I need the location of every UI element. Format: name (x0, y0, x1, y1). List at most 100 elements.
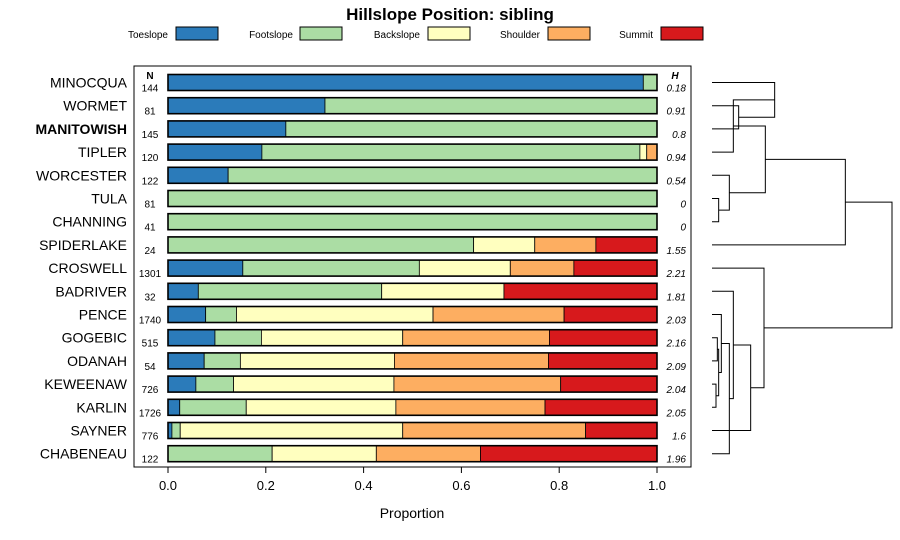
bar-segment-sayner-shoulder (402, 422, 587, 439)
bar-segment-gogebic-toeslope (167, 329, 216, 347)
legend-label-summit: Summit (619, 30, 653, 41)
dendrogram-link (712, 383, 717, 408)
category-label-badriver: BADRIVER (55, 283, 127, 299)
dendrogram (712, 82, 893, 455)
dendrogram-link (712, 82, 776, 118)
bar-segment-spiderlake-summit (595, 236, 658, 254)
bar-outline-badriver (167, 282, 658, 301)
bar-outline-wormet (167, 96, 658, 115)
dendrogram-link (712, 337, 718, 362)
h-value: 1.96 (667, 455, 687, 466)
x-tick-label: 0.4 (355, 478, 373, 493)
bar-segment-karlin-shoulder (395, 398, 546, 416)
x-tick-label: 0.2 (257, 478, 275, 493)
bar-segment-odanah-toeslope (167, 352, 205, 370)
bar-segment-sayner-summit (585, 422, 658, 439)
bar-segment-badriver-toeslope (167, 282, 199, 300)
bar-outline-keweenaw (167, 375, 658, 393)
bar-segment-worcester-toeslope (167, 166, 229, 184)
bar-segment-pence-shoulder (432, 306, 565, 323)
bar-segment-keweenaw-footslope (195, 375, 234, 393)
h-column-header: H (671, 71, 679, 82)
bar-segment-gogebic-footslope (214, 329, 262, 347)
bar-segment-chabeneau-shoulder (375, 445, 481, 463)
legend-swatch-footslope (299, 26, 343, 41)
category-label-tipler: TIPLER (78, 144, 127, 160)
legend-label-toeslope: Toeslope (128, 30, 168, 41)
h-value: 0.54 (667, 176, 687, 187)
bar-outline-spiderlake (167, 236, 658, 254)
n-value: 726 (142, 385, 159, 396)
n-value: 32 (144, 292, 156, 303)
bar-segment-tipler-shoulder (646, 143, 658, 161)
bar-outline-channing (167, 212, 658, 231)
dendrogram-link (712, 158, 846, 246)
x-tick-label: 0.0 (159, 478, 177, 493)
dendrogram-link (712, 105, 740, 130)
category-label-karlin: KARLIN (76, 399, 127, 415)
h-value: 2.05 (666, 408, 687, 419)
dendrogram-link (712, 343, 730, 455)
legend-label-footslope: Footslope (249, 30, 293, 41)
h-value: 2.03 (666, 316, 687, 327)
bar-segment-odanah-footslope (203, 352, 241, 370)
bar-outline-tipler (167, 143, 658, 161)
bar-segment-pence-toeslope (167, 306, 207, 323)
bar-segment-spiderlake-backslope (473, 236, 536, 254)
h-value: 2.21 (666, 269, 686, 280)
h-value: 0 (680, 223, 686, 234)
n-value: 81 (144, 107, 156, 118)
dendrogram-link (764, 201, 893, 329)
chart-title: Hillslope Position: sibling (346, 5, 554, 24)
bar-outline-gogebic (167, 328, 658, 347)
category-label-gogebic: GOGEBIC (62, 330, 127, 346)
category-label-sayner: SAYNER (70, 423, 127, 439)
n-value: 122 (142, 455, 159, 466)
bar-segment-croswell-shoulder (509, 259, 575, 277)
x-tick-label: 0.8 (550, 478, 568, 493)
n-value: 81 (144, 200, 156, 211)
n-value: 1740 (139, 316, 162, 327)
h-value: 1.6 (672, 432, 686, 443)
bar-segment-manitowish-footslope (285, 120, 658, 138)
category-label-tula: TULA (91, 191, 127, 207)
bar-segment-minocqua-toeslope (167, 74, 644, 91)
category-label-channing: CHANNING (52, 214, 127, 230)
bar-outline-chabeneau (167, 444, 658, 463)
h-value: 0.18 (667, 84, 687, 95)
bar-segment-sayner-footslope (171, 422, 181, 439)
legend-swatch-shoulder (547, 26, 591, 41)
n-value: 1726 (139, 408, 162, 419)
bar-segment-spiderlake-footslope (167, 236, 475, 254)
legend-swatch-toeslope (175, 26, 219, 41)
n-value: 24 (144, 246, 156, 257)
bar-segment-pence-summit (563, 306, 658, 323)
n-value: 145 (142, 130, 159, 141)
bar-segment-karlin-footslope (179, 398, 247, 416)
bar-segment-tipler-backslope (639, 143, 648, 161)
bar-segment-gogebic-summit (549, 329, 658, 347)
h-value: 1.55 (667, 246, 687, 257)
bar-segment-tula-footslope (167, 190, 658, 207)
category-label-spiderlake: SPIDERLAKE (39, 237, 127, 253)
bar-segment-badriver-summit (503, 282, 658, 300)
bar-segment-croswell-toeslope (167, 259, 244, 277)
bar-outline-manitowish (167, 120, 658, 138)
bar-segment-badriver-backslope (381, 282, 505, 300)
bar-segment-tipler-footslope (261, 143, 641, 161)
bar-segment-croswell-backslope (418, 259, 511, 277)
dendrogram-link (729, 125, 766, 194)
category-labels: MINOCQUA WORMET MANITOWISH TIPLER WORCESTER T… (35, 75, 127, 462)
category-label-keweenaw: KEWEENAW (44, 376, 127, 392)
bar-outline-pence (167, 305, 658, 324)
bar-segment-tipler-toeslope (167, 143, 263, 161)
n-column-header: N (146, 71, 153, 82)
bar-segment-karlin-toeslope (167, 398, 181, 416)
bar-segment-keweenaw-shoulder (393, 375, 562, 393)
category-label-wormet: WORMET (63, 98, 127, 114)
category-label-chabeneau: CHABENEAU (40, 446, 127, 462)
dendrogram-link (712, 99, 775, 153)
bar-segment-keweenaw-summit (560, 375, 658, 393)
bar-segment-keweenaw-toeslope (167, 375, 197, 393)
